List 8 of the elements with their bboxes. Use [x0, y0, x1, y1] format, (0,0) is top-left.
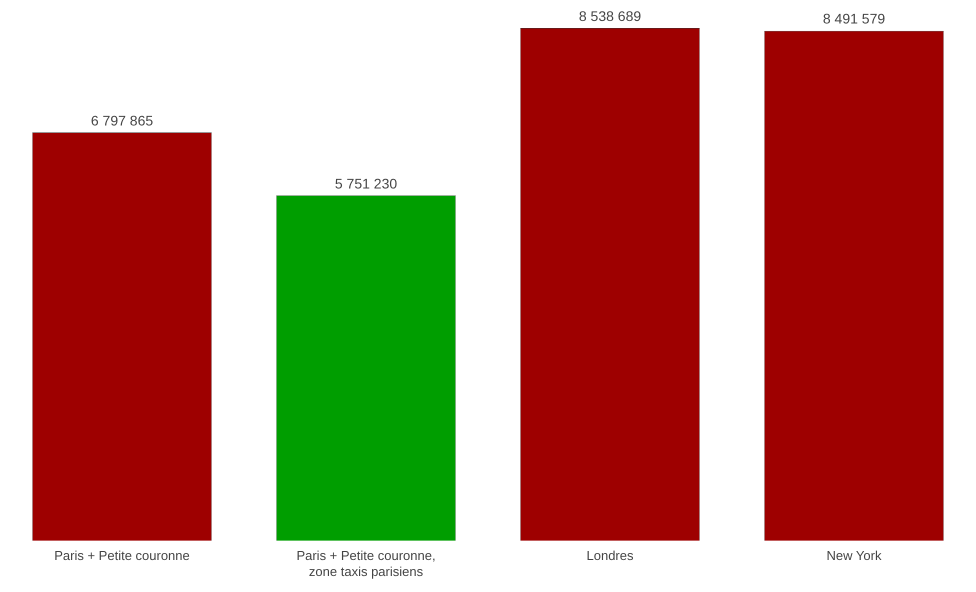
data-label: 6 797 865 — [90, 112, 154, 128]
x-tick-label: New York — [826, 548, 882, 564]
data-label: 5 751 230 — [334, 175, 398, 192]
x-tick-label: Paris + Petite couronne, zone taxis parisiens — [296, 548, 436, 579]
x-tick-label: Londres — [586, 548, 634, 564]
x-tick-label: Paris + Petite couronne — [54, 548, 190, 564]
data-label: 8 491 579 — [822, 10, 886, 27]
data-label: 8 538 689 — [578, 8, 642, 24]
